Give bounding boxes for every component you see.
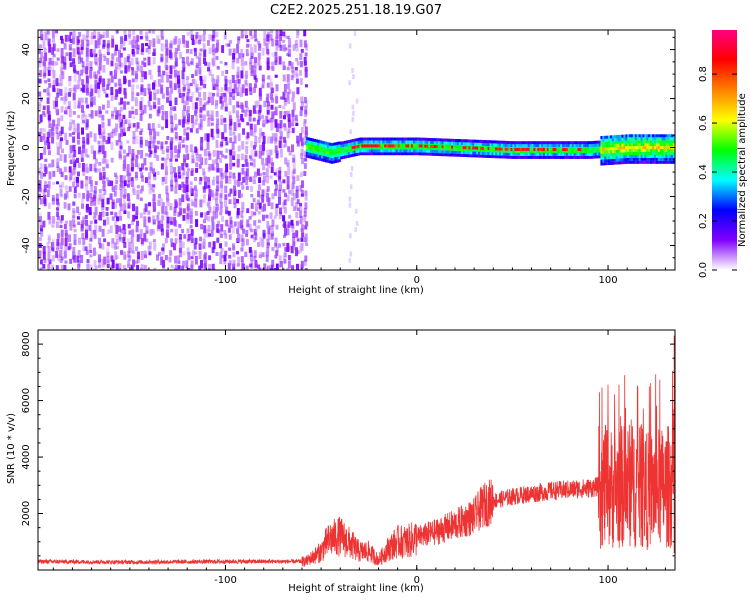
bottom-xlabel: Height of straight line (km): [288, 583, 424, 594]
spectrogram-frame: [37, 29, 676, 271]
colorbar-tick-label: 0.6: [698, 115, 709, 131]
colorbar-tick-label: 0.8: [698, 66, 709, 82]
spectrogram-noise-region: [38, 30, 309, 270]
top-xlabel: Height of straight line (km): [288, 285, 424, 296]
top-ytick-label: 0: [21, 144, 32, 150]
colorbar: 0.0 0.2 0.4 0.6 0.8: [698, 30, 737, 278]
bottom-ytick-label: 6000: [21, 388, 32, 413]
bottom-ytick-label: 4000: [21, 444, 32, 469]
chart-title: C2E2.2025.251.18.19.G07: [269, 3, 443, 18]
snr-plot: -100 0 100 2000 4000 6000 8000: [21, 329, 676, 586]
top-ytick-label: 40: [21, 43, 32, 56]
spectrogram-signal-track: [305, 134, 675, 166]
colorbar-tick-label: 0.2: [698, 213, 709, 229]
spectrogram-faint-streaks: [348, 31, 359, 263]
spectrogram-plot: -100 0 100 -40 -20 0 20 40: [21, 29, 676, 286]
colorbar-gradient: [712, 30, 737, 270]
top-ytick-label: -20: [21, 188, 32, 204]
top-ytick-label: 20: [21, 92, 32, 105]
snr-frame: [37, 329, 676, 571]
bottom-ylabel: SNR (10 * v/v): [6, 412, 17, 484]
colorbar-tick-label: 0.0: [698, 262, 709, 278]
top-xtick-label: 0: [414, 275, 420, 286]
bottom-xtick-label: 100: [599, 575, 618, 586]
top-ytick-label: -40: [21, 237, 32, 253]
bottom-ytick-label: 2000: [21, 501, 32, 526]
colorbar-tick-label: 0.4: [698, 164, 709, 180]
top-xtick-label: 100: [599, 275, 618, 286]
colorbar-label: Normalized spectral amplitude: [737, 93, 748, 247]
snr-series-line: [38, 370, 675, 567]
top-ylabel: Frequency (Hz): [6, 110, 17, 186]
bottom-xtick-label: -100: [214, 575, 237, 586]
top-xtick-label: -100: [214, 275, 237, 286]
bottom-xtick-label: 0: [414, 575, 420, 586]
bottom-ytick-label: 8000: [21, 331, 32, 356]
